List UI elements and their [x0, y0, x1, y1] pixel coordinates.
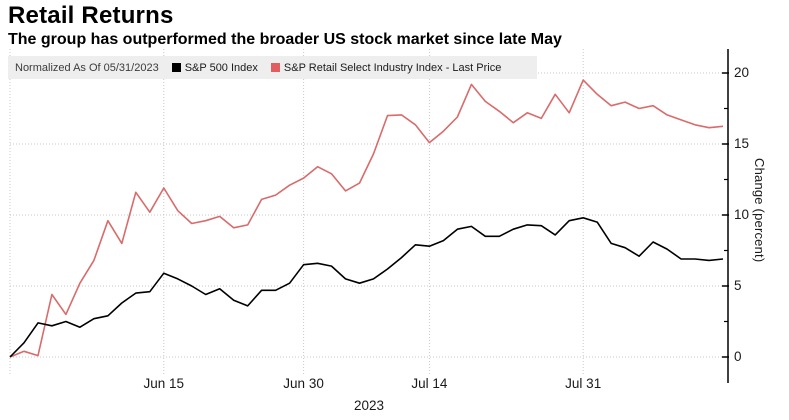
x-axis-year-label: 2023: [353, 398, 385, 413]
x-axis-tick-label: Jun 15: [143, 376, 185, 391]
x-axis-tick-label: Jun 30: [283, 376, 324, 391]
legend-note: Normalized As Of 05/31/2023: [15, 61, 159, 74]
legend: Normalized As Of 05/31/2023 S&P 500 Inde…: [8, 56, 537, 79]
x-axis-tick-label: Jul 31: [565, 376, 602, 391]
y-axis-title: Change (percent): [752, 158, 767, 263]
retail-swatch-icon: [270, 63, 280, 72]
chart-title: Retail Returns: [8, 2, 174, 29]
chart-subtitle: The group has outperformed the broader U…: [8, 31, 562, 48]
y-axis-tick-label: 15: [734, 136, 750, 151]
sp500-swatch-icon: [171, 63, 181, 72]
legend-item-sp500: S&P 500 Index: [171, 61, 258, 74]
y-axis-tick-label: 0: [734, 349, 742, 364]
y-axis-tick-label: 20: [734, 65, 750, 80]
x-axis-tick-label: Jul 14: [411, 376, 448, 391]
y-axis-tick-label: 5: [734, 278, 742, 293]
legend-item-retail: S&P Retail Select Industry Index - Last …: [270, 61, 502, 74]
retail-line: [9, 79, 724, 358]
legend-label-sp500: S&P 500 Index: [184, 61, 258, 74]
legend-label-retail: S&P Retail Select Industry Index - Last …: [283, 61, 502, 74]
y-axis-tick-label: 10: [734, 207, 750, 222]
sp500-line: [9, 217, 724, 358]
